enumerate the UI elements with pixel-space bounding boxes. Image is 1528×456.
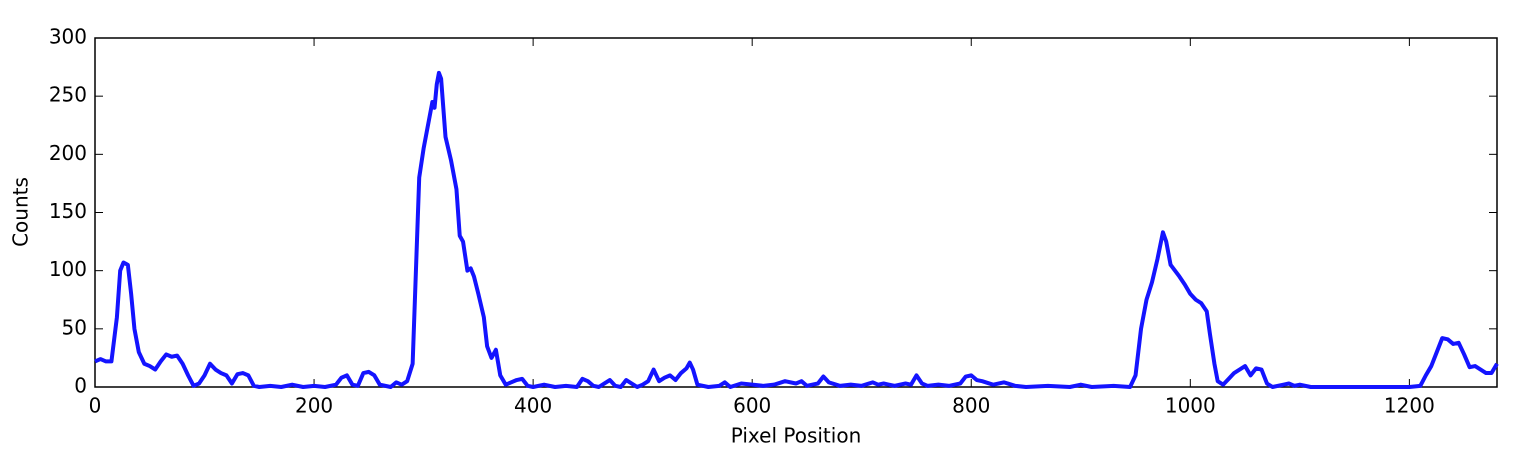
data-line xyxy=(94,70,1499,389)
y-tick-label: 50 xyxy=(62,315,87,339)
x-tick-label: 1200 xyxy=(1384,394,1435,418)
x-tick-label: 200 xyxy=(295,394,333,418)
y-tick-label: 100 xyxy=(49,257,87,281)
x-tick-label: 0 xyxy=(89,394,102,418)
y-tick-label: 150 xyxy=(49,199,87,223)
y-tick-label: 200 xyxy=(49,141,87,165)
y-tick-label: 250 xyxy=(49,83,87,107)
y-tick-label: 0 xyxy=(74,374,87,398)
x-tick-label: 800 xyxy=(952,394,990,418)
x-tick-label: 600 xyxy=(733,394,771,418)
x-tick-label: 400 xyxy=(514,394,552,418)
plot-frame xyxy=(94,37,1498,388)
y-axis-label: Counts xyxy=(9,177,33,247)
y-tick-label: 300 xyxy=(49,25,87,49)
x-tick-label: 1000 xyxy=(1165,394,1216,418)
x-axis-label: Pixel Position xyxy=(731,424,862,448)
